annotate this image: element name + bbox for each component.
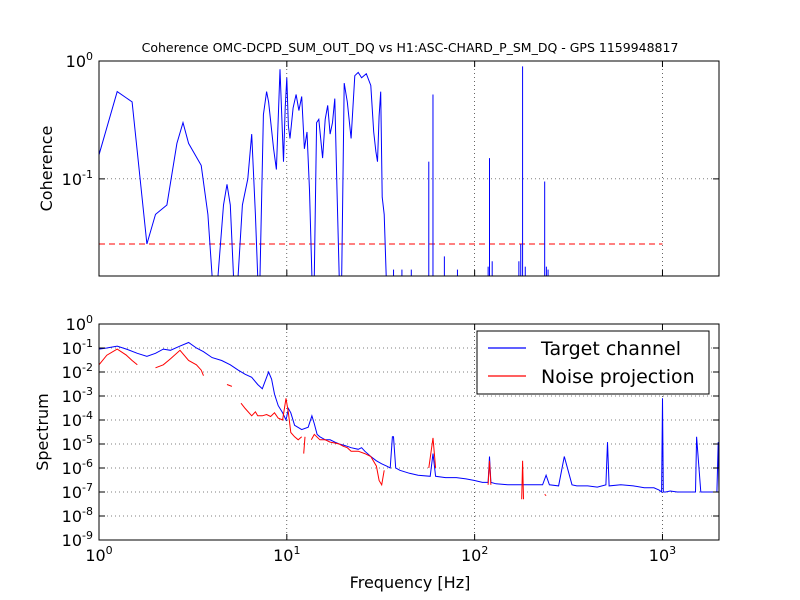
spectrum-xlabel: Frequency [Hz] [350,573,471,592]
spectrum-ytick-label: 100 [66,313,93,334]
spectrum-ytick-label: 10-5 [62,433,93,454]
legend: Target channel Noise projection [476,330,710,395]
spectrum-xtick-label: 101 [273,544,300,565]
spectrum-xtick-label: 102 [461,544,488,565]
coherence-title: Coherence OMC-DCPD_SUM_OUT_DQ vs H1:ASC-… [142,40,679,55]
spectrum-noise-segment [544,493,547,497]
spectrum-noise-segment [240,398,303,441]
spectrum-ylabel: Spectrum [33,393,52,471]
spectrum-xtick-label: 103 [649,544,676,565]
spectrum-ticks: 100 101 102 103 10-9 10-8 10-7 10-6 10-5 10-4 10-3… [62,313,719,565]
spectrum-noise-segment [226,384,233,387]
spectrum-ytick-label: 10-6 [62,457,93,478]
spectrum-noise-segment [98,348,138,366]
spectrum-axes-frame [98,323,720,541]
coherence-ticks: 10-1 100 [62,50,719,276]
coherence-panel: Coherence OMC-DCPD_SUM_OUT_DQ vs H1:ASC-… [37,40,720,277]
coherence-ytick-label: 100 [66,50,93,71]
spectrum-noise-segment [310,433,385,487]
coherence-ylabel: Coherence [37,126,56,212]
spectrum-noise-segment [303,436,306,454]
spectrum-noise-segment [487,460,492,485]
spectrum-panel: 100 101 102 103 10-9 10-8 10-7 10-6 10-5 10-4 10-3… [33,313,720,592]
spectrum-plot-area [98,341,720,500]
spectrum-ytick-label: 10-1 [62,337,93,358]
coherence-grid [99,61,719,276]
legend-target-label: Target channel [540,338,681,360]
coherence-axes-frame [98,60,720,277]
legend-noise-label: Noise projection [541,366,695,388]
spectrum-xtick-label: 100 [85,544,112,565]
coherence-plot-area [98,66,663,277]
spectrum-ytick-label: 10-8 [62,505,93,526]
spectrum-noise-segment [155,349,204,376]
coherence-ytick-label: 10-1 [62,168,93,189]
spectrum-ytick-label: 10-4 [62,409,93,430]
spectrum-noise-segment [521,460,524,500]
legend-box [476,330,710,395]
spectrum-series-line [98,341,720,494]
spectrum-ytick-label: 10-3 [62,385,93,406]
spectrum-noise-segment [428,437,437,469]
spectrum-ytick-label: 10-7 [62,481,93,502]
spectrum-ytick-label: 10-9 [62,529,93,550]
spectrum-ytick-label: 10-2 [62,361,93,382]
